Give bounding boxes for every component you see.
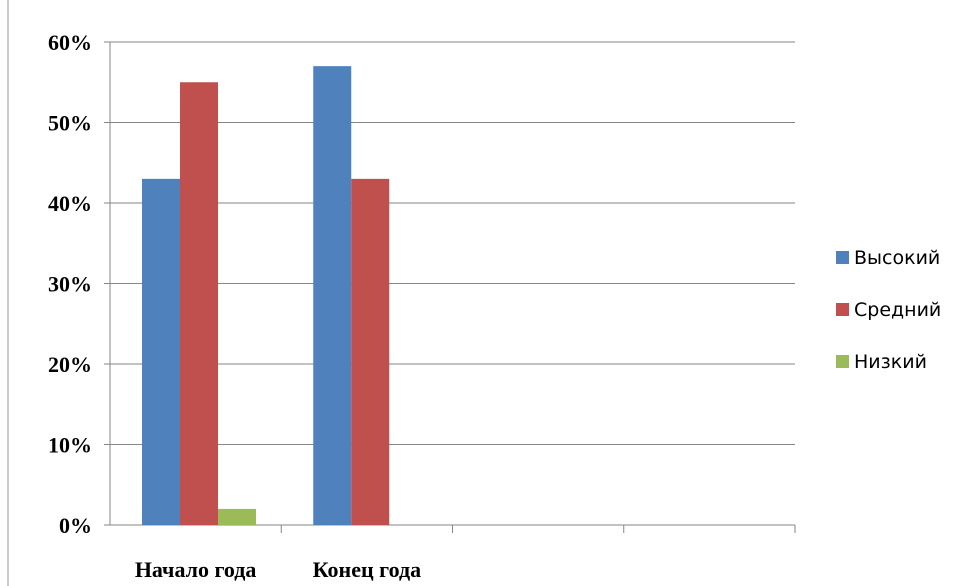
x-category-label: Конец года xyxy=(313,557,421,582)
bar-1-2 xyxy=(180,82,218,525)
legend-swatch xyxy=(836,355,849,368)
y-tick-label: 40% xyxy=(48,191,92,216)
legend: Высокий Средний Низкий xyxy=(836,247,941,373)
y-tick-label: 60% xyxy=(48,30,92,55)
y-tick-label: 10% xyxy=(48,433,92,458)
y-tick-label: 30% xyxy=(48,272,92,297)
legend-label: Средний xyxy=(854,299,941,321)
axis-labels: 0% 10% 20% 30% 40% 50% 60% Начало года Конец год… xyxy=(48,30,421,582)
gridlines xyxy=(110,41,795,445)
legend-swatch xyxy=(836,251,849,264)
y-tick-label: 0% xyxy=(59,513,92,538)
y-tick-label: 50% xyxy=(48,111,92,136)
bar-1-3 xyxy=(218,508,256,525)
bar-2-2 xyxy=(351,178,390,525)
legend-swatch xyxy=(836,303,849,316)
bars xyxy=(142,66,390,526)
x-category-label: Начало года xyxy=(135,557,257,582)
legend-label: Высокий xyxy=(854,247,940,269)
y-tick-label: 20% xyxy=(48,352,92,377)
bar-2-1 xyxy=(313,66,352,526)
bar-1-1 xyxy=(142,178,180,525)
legend-label: Низкий xyxy=(854,351,927,373)
